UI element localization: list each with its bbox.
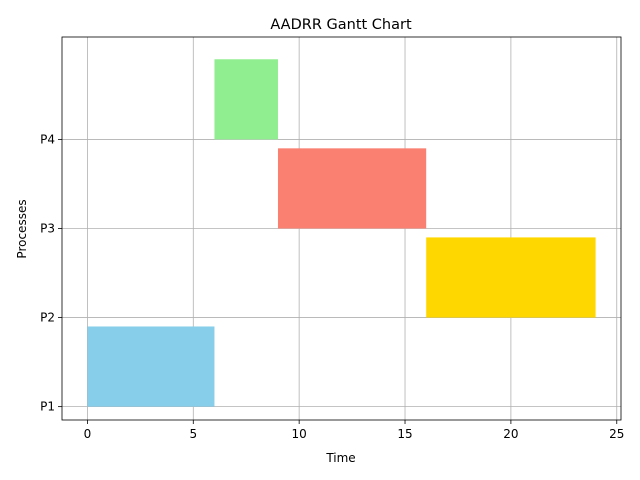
y-tick-label: P3 <box>40 222 55 236</box>
x-axis-label: Time <box>325 451 355 465</box>
chart-title: AADRR Gantt Chart <box>270 17 412 33</box>
x-tick-label: 5 <box>189 427 197 441</box>
y-axis: P1 P2 P3 P4 <box>40 132 62 414</box>
x-axis: 0 5 10 15 20 25 <box>84 420 624 441</box>
y-tick-label: P2 <box>40 311 55 325</box>
gantt-bar-p2 <box>426 237 596 318</box>
x-tick-label: 15 <box>397 427 412 441</box>
gantt-bars <box>87 59 596 407</box>
gantt-bar-p3 <box>277 148 427 229</box>
gantt-bar-p4 <box>214 59 278 140</box>
x-tick-label: 0 <box>84 427 92 441</box>
y-tick-label: P1 <box>40 400 55 414</box>
x-tick-label: 10 <box>292 427 307 441</box>
x-tick-label: 25 <box>609 427 624 441</box>
gantt-bar-p1 <box>87 326 215 407</box>
y-tick-label: P4 <box>40 132 55 146</box>
x-tick-label: 20 <box>503 427 518 441</box>
y-axis-label: Processes <box>15 199 29 258</box>
